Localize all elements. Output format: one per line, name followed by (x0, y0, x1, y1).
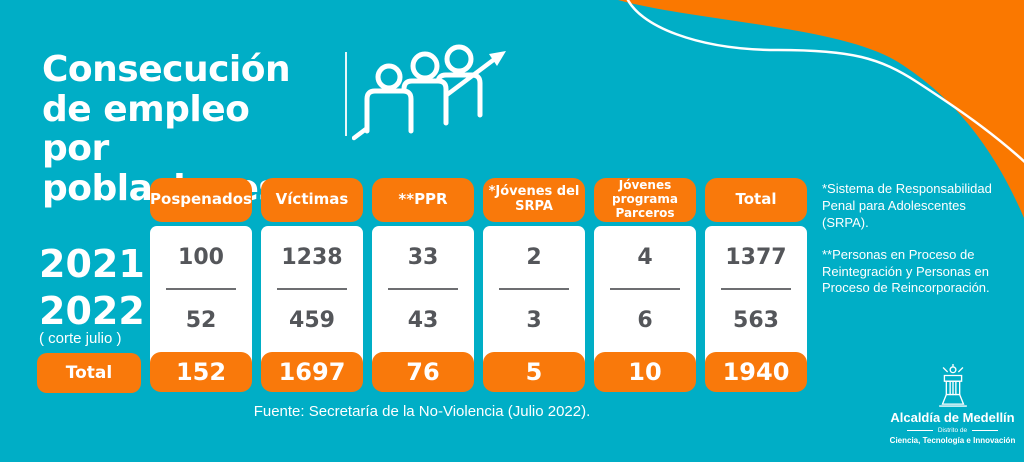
cell-2022-ppr: 43 (407, 307, 439, 333)
column-jovenes-parceros: Jóvenes programa Parceros 4 6 10 (594, 178, 696, 392)
row-label-2022-note: ( corte julio ) (39, 330, 122, 347)
column-ppr: **PPR 33 43 76 (372, 178, 474, 392)
people-growth-icon (352, 44, 506, 141)
logo-name: Alcaldía de Medellín (890, 410, 1015, 425)
cell-divider (499, 288, 569, 290)
cell-divider (610, 288, 680, 290)
footnotes: *Sistema de Responsabilidad Penal para A… (822, 181, 1006, 312)
column-pospenados: Pospenados 100 52 152 (150, 178, 252, 392)
cell-divider (388, 288, 458, 290)
column-jovenes-srpa: *Jóvenes del SRPA 2 3 5 (483, 178, 585, 392)
cell-2022-jovenes-srpa: 3 (526, 307, 542, 333)
cell-2021-total: 1377 (725, 244, 787, 270)
title-divider (345, 52, 347, 136)
column-victimas: Víctimas 1238 459 1697 (261, 178, 363, 392)
cell-divider (721, 288, 791, 290)
column-header-jovenes-srpa: *Jóvenes del SRPA (483, 178, 585, 222)
cell-2022-pospenados: 52 (185, 307, 217, 333)
column-header-total: Total (705, 178, 807, 222)
logo-divider-left (906, 430, 933, 431)
row-label-column: 2021 2022 ( corte julio ) Total (37, 178, 145, 393)
logo-district-row: Distrito de (906, 427, 999, 434)
cell-total-total: 1940 (705, 352, 807, 392)
alcaldia-medellin-logo: Alcaldía de Medellín Distrito de Ciencia… (880, 364, 1024, 445)
employment-table: 2021 2022 ( corte julio ) Total Pospenad… (37, 178, 807, 393)
cell-total-victimas: 1697 (261, 352, 363, 392)
column-total: Total 1377 563 1940 (705, 178, 807, 392)
column-header-pospenados: Pospenados (150, 178, 252, 222)
source-caption: Fuente: Secretaría de la No-Violencia (J… (253, 403, 591, 420)
cell-total-jovenes-srpa: 5 (483, 352, 585, 392)
row-label-2021: 2021 (39, 242, 145, 286)
row-label-total: Total (37, 353, 141, 393)
footnote-ppr: **Personas en Proceso de Reintegración y… (822, 246, 990, 296)
row-label-2022: 2022 (39, 289, 145, 333)
column-header-victimas: Víctimas (261, 178, 363, 222)
cell-total-pospenados: 152 (150, 352, 252, 392)
column-header-ppr: **PPR (372, 178, 474, 222)
cell-total-jovenes-parceros: 10 (594, 352, 696, 392)
logo-district-sub: Ciencia, Tecnología e Innovación (889, 436, 1016, 445)
logo-divider-right (972, 430, 999, 431)
cell-divider (166, 288, 236, 290)
cell-2022-total: 563 (733, 307, 779, 333)
cell-2021-pospenados: 100 (178, 244, 224, 270)
column-header-jovenes-parceros: Jóvenes programa Parceros (594, 178, 696, 222)
footnote-srpa: *Sistema de Responsabilidad Penal para A… (822, 181, 992, 230)
cell-total-ppr: 76 (372, 352, 474, 392)
growth-arrowhead (489, 51, 506, 66)
cell-divider (277, 288, 347, 290)
medellin-crest-icon (938, 364, 967, 407)
cell-2021-jovenes-parceros: 4 (637, 244, 653, 270)
cell-2021-jovenes-srpa: 2 (526, 244, 542, 270)
cell-2022-victimas: 459 (289, 307, 335, 333)
white-wave-line (626, 0, 1024, 163)
logo-district-label: Distrito de (937, 427, 968, 434)
cell-2022-jovenes-parceros: 6 (637, 307, 653, 333)
cell-2021-ppr: 33 (407, 244, 439, 270)
cell-2021-victimas: 1238 (281, 244, 343, 270)
